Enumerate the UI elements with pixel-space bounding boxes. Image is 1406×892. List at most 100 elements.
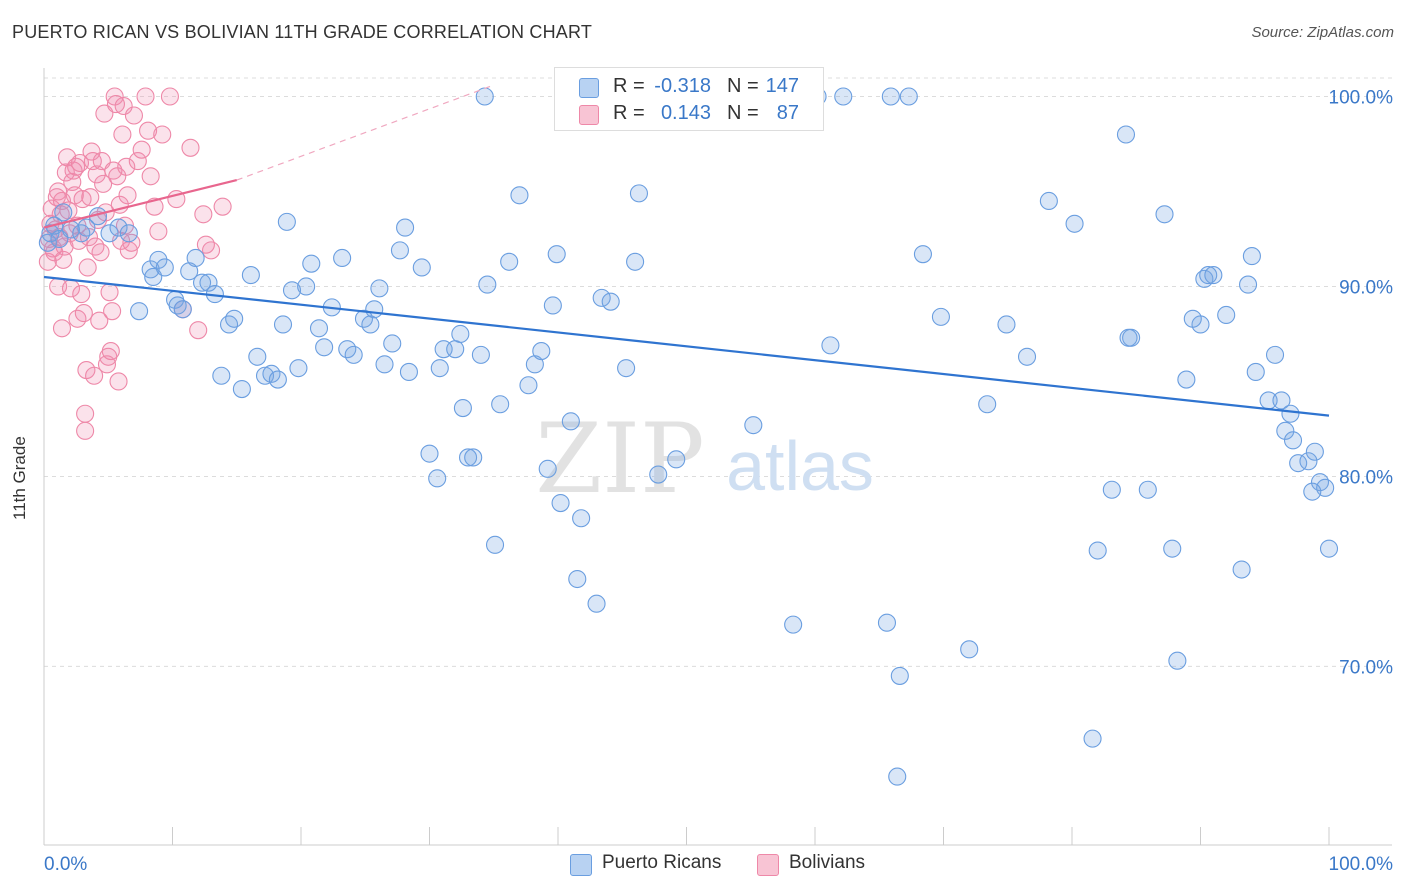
puerto-ricans-point[interactable] — [888, 767, 907, 786]
puerto-ricans-point[interactable] — [491, 395, 510, 414]
puerto-ricans-point[interactable] — [54, 203, 73, 222]
puerto-ricans-point[interactable] — [241, 266, 260, 285]
puerto-ricans-point[interactable] — [1017, 347, 1037, 366]
puerto-ricans-point[interactable] — [532, 342, 551, 361]
puerto-ricans-point[interactable] — [617, 359, 636, 378]
bolivians-point[interactable] — [153, 125, 172, 144]
bolivians-point[interactable] — [54, 250, 73, 269]
puerto-ricans-point[interactable] — [899, 87, 918, 106]
puerto-ricans-point[interactable] — [119, 224, 138, 243]
puerto-ricans-point[interactable] — [1119, 328, 1138, 347]
puerto-ricans-point[interactable] — [100, 224, 119, 243]
puerto-ricans-point[interactable] — [390, 241, 409, 260]
puerto-ricans-point[interactable] — [1138, 480, 1157, 499]
bolivians-point[interactable] — [139, 121, 158, 140]
bolivians-point[interactable] — [94, 174, 113, 193]
puerto-ricans-point[interactable] — [1305, 442, 1324, 461]
puerto-ricans-point[interactable] — [649, 465, 668, 484]
puerto-ricans-point[interactable] — [212, 366, 231, 385]
puerto-ricans-point[interactable] — [1183, 309, 1202, 328]
bolivians-point[interactable] — [85, 366, 104, 385]
bolivians-point[interactable] — [52, 319, 72, 338]
puerto-ricans-point[interactable] — [1116, 125, 1136, 144]
bolivians-point[interactable] — [108, 167, 127, 186]
bolivians-point[interactable] — [196, 235, 215, 254]
bolivians-point[interactable] — [86, 237, 105, 256]
puerto-ricans-point[interactable] — [821, 336, 840, 355]
puerto-ricans-point[interactable] — [451, 324, 470, 344]
puerto-ricans-point[interactable] — [72, 224, 91, 243]
bolivians-point[interactable] — [76, 404, 95, 423]
puerto-ricans-point[interactable] — [399, 362, 418, 382]
puerto-ricans-point[interactable] — [1246, 362, 1265, 382]
puerto-ricans-point[interactable] — [225, 309, 244, 328]
puerto-ricans-point[interactable] — [458, 448, 478, 467]
puerto-ricans-point[interactable] — [1276, 421, 1295, 440]
puerto-ricans-point[interactable] — [186, 248, 205, 268]
puerto-ricans-point[interactable] — [365, 300, 384, 319]
puerto-ricans-point[interactable] — [77, 218, 96, 237]
puerto-ricans-point[interactable] — [396, 218, 415, 237]
puerto-ricans-point[interactable] — [997, 315, 1016, 334]
puerto-ricans-point[interactable] — [1303, 482, 1322, 501]
bolivians-point[interactable] — [105, 87, 124, 106]
bolivians-point[interactable] — [81, 188, 100, 207]
puerto-ricans-point[interactable] — [572, 509, 591, 528]
puerto-ricans-point[interactable] — [309, 319, 329, 338]
puerto-ricans-point[interactable] — [890, 666, 909, 685]
bolivians-point[interactable] — [118, 186, 137, 205]
puerto-ricans-point[interactable] — [877, 613, 897, 632]
puerto-ricans-point[interactable] — [538, 459, 557, 478]
puerto-ricans-point[interactable] — [744, 416, 763, 435]
puerto-ricans-point[interactable] — [1238, 275, 1258, 294]
bolivians-point[interactable] — [106, 95, 126, 114]
puerto-ricans-point[interactable] — [1168, 651, 1187, 670]
puerto-ricans-point[interactable] — [478, 275, 497, 294]
bolivians-point[interactable] — [141, 167, 160, 186]
puerto-ricans-point[interactable] — [834, 87, 853, 106]
puerto-ricans-point[interactable] — [193, 273, 212, 292]
puerto-ricans-point[interactable] — [1088, 541, 1107, 560]
bolivians-point[interactable] — [101, 342, 120, 361]
puerto-ricans-point[interactable] — [626, 252, 645, 271]
puerto-ricans-point[interactable] — [297, 277, 316, 296]
puerto-ricans-point[interactable] — [173, 300, 192, 319]
puerto-ricans-point[interactable] — [1272, 391, 1291, 410]
puerto-ricans-point[interactable] — [370, 279, 389, 298]
puerto-ricans-point[interactable] — [232, 380, 251, 399]
puerto-ricans-point[interactable] — [1199, 266, 1218, 285]
bolivians-point[interactable] — [113, 125, 132, 144]
bolivians-point[interactable] — [91, 243, 110, 262]
puerto-ricans-point[interactable] — [130, 302, 149, 321]
bolivians-point[interactable] — [117, 157, 136, 176]
puerto-ricans-point[interactable] — [1163, 539, 1182, 558]
bolivians-point[interactable] — [56, 163, 75, 182]
bolivians-point[interactable] — [90, 311, 109, 330]
puerto-ricans-point[interactable] — [268, 370, 287, 389]
puerto-ricans-point[interactable] — [302, 254, 321, 273]
puerto-ricans-point[interactable] — [601, 292, 620, 311]
bolivians-point[interactable] — [72, 285, 91, 304]
puerto-ricans-point[interactable] — [960, 640, 979, 659]
puerto-ricans-point[interactable] — [551, 493, 570, 513]
bolivians-point[interactable] — [181, 138, 200, 157]
puerto-ricans-point[interactable] — [109, 218, 128, 237]
puerto-ricans-point[interactable] — [289, 359, 308, 378]
bolivians-point[interactable] — [213, 197, 232, 216]
puerto-ricans-point[interactable] — [1319, 539, 1339, 558]
puerto-ricans-point[interactable] — [199, 273, 218, 292]
puerto-ricans-point[interactable] — [485, 535, 505, 554]
bolivians-point[interactable] — [160, 87, 179, 106]
puerto-ricans-point[interactable] — [1283, 431, 1303, 450]
puerto-ricans-point[interactable] — [375, 355, 394, 374]
puerto-ricans-point[interactable] — [547, 245, 566, 264]
puerto-ricans-point[interactable] — [931, 307, 950, 326]
puerto-ricans-point[interactable] — [1204, 266, 1223, 285]
puerto-ricans-point[interactable] — [155, 258, 174, 277]
bolivians-point[interactable] — [194, 205, 213, 224]
puerto-ricans-point[interactable] — [592, 288, 611, 307]
puerto-ricans-point[interactable] — [1102, 480, 1121, 499]
bolivians-point[interactable] — [74, 304, 93, 323]
puerto-ricans-point[interactable] — [1155, 205, 1174, 224]
puerto-ricans-point[interactable] — [219, 315, 239, 334]
